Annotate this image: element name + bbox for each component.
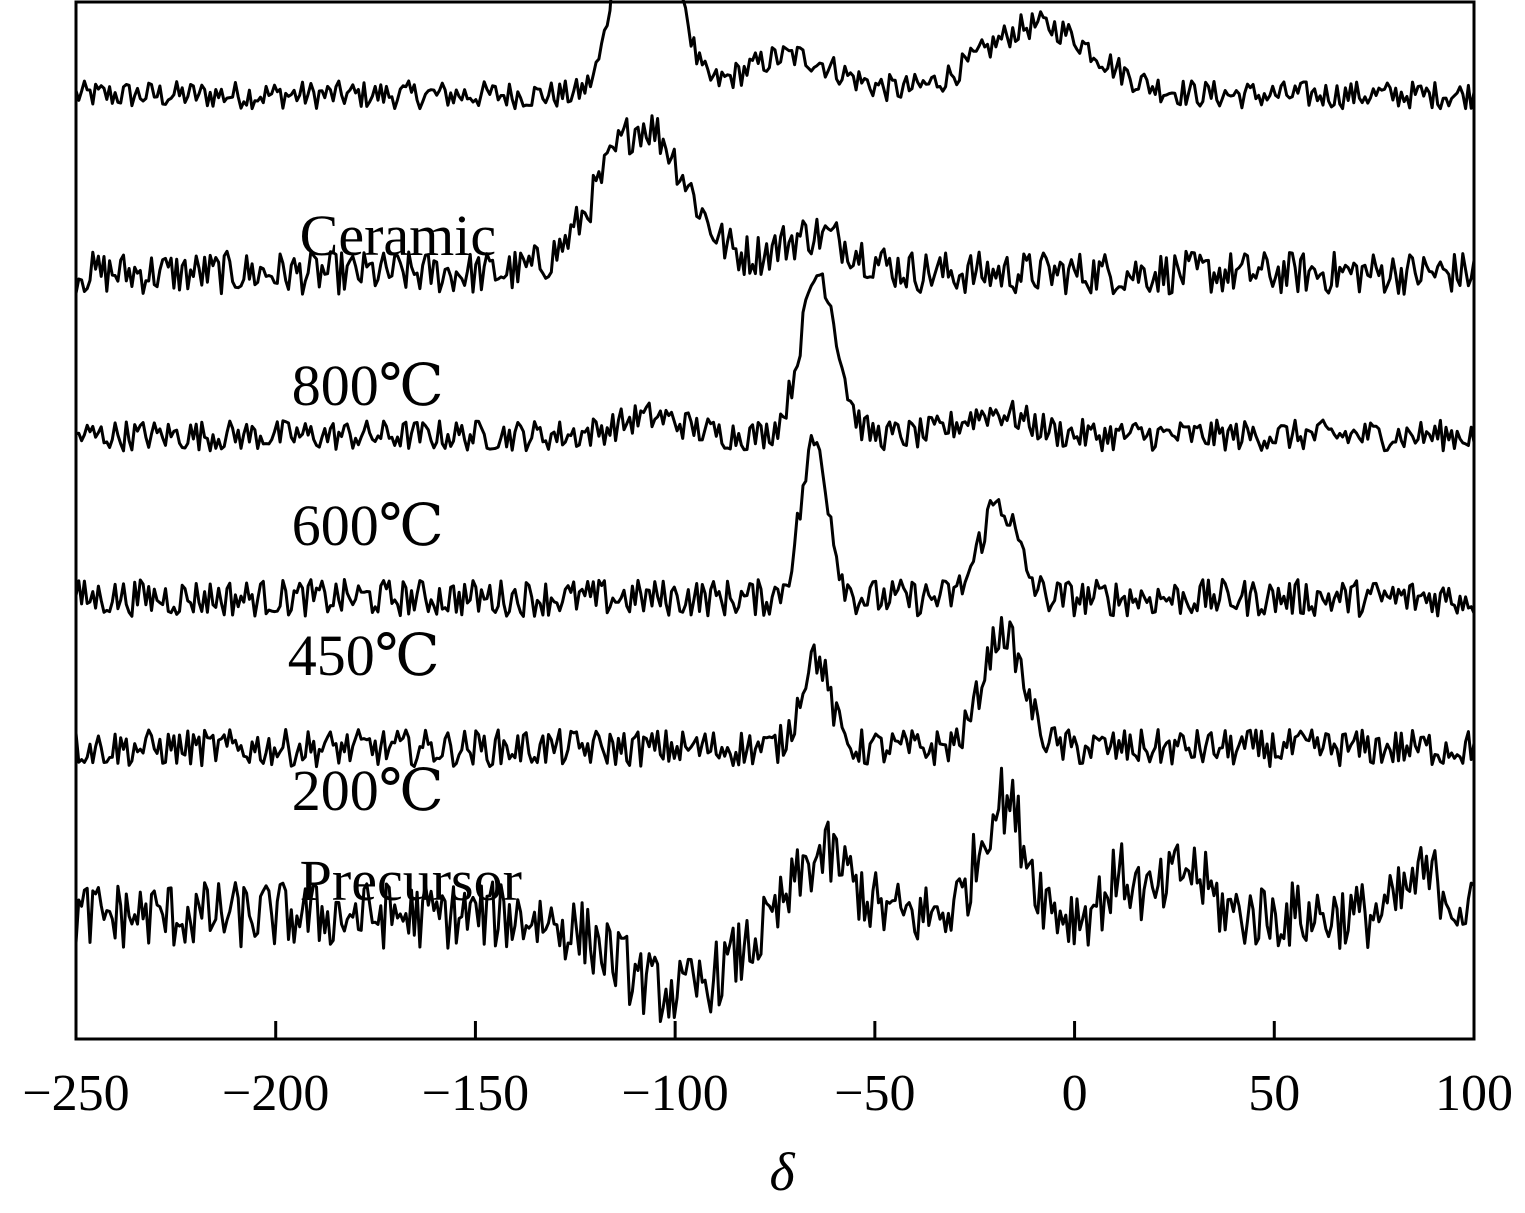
plot-frame bbox=[74, 0, 1476, 1041]
x-tick-label-2: −150 bbox=[422, 1065, 529, 1122]
series-line-2 bbox=[75, 272, 1476, 453]
series-label-2: 600℃ bbox=[292, 493, 444, 558]
x-tick-label-3: −100 bbox=[621, 1065, 728, 1122]
x-axis-label: δ bbox=[769, 1142, 795, 1202]
series-line-3 bbox=[74, 434, 1476, 618]
series-line-4 bbox=[74, 616, 1476, 769]
series-line-5 bbox=[74, 766, 1475, 1023]
x-axis-ticks: −250 −200 −150 −100 −50 0 50 100 bbox=[22, 1021, 1513, 1122]
x-tick-label-4: −50 bbox=[834, 1065, 915, 1122]
x-tick-label-5: 0 bbox=[1062, 1065, 1088, 1122]
x-tick-label-1: −200 bbox=[222, 1065, 329, 1122]
series-line-1 bbox=[74, 114, 1476, 296]
x-tick-label-7: 100 bbox=[1435, 1065, 1513, 1122]
series-label-3: 450℃ bbox=[288, 623, 440, 688]
x-tick-label-6: 50 bbox=[1248, 1065, 1300, 1122]
series-group bbox=[74, 0, 1476, 1023]
series-label-0: Ceramic bbox=[300, 203, 496, 268]
series-labels: Ceramic 800℃ 600℃ 450℃ 200℃ Precursor bbox=[288, 203, 522, 913]
series-label-5: Precursor bbox=[300, 848, 522, 913]
series-line-0 bbox=[74, 0, 1476, 111]
x-tick-label-0: −250 bbox=[22, 1065, 129, 1122]
series-label-1: 800℃ bbox=[292, 353, 444, 418]
series-label-4: 200℃ bbox=[292, 758, 444, 823]
